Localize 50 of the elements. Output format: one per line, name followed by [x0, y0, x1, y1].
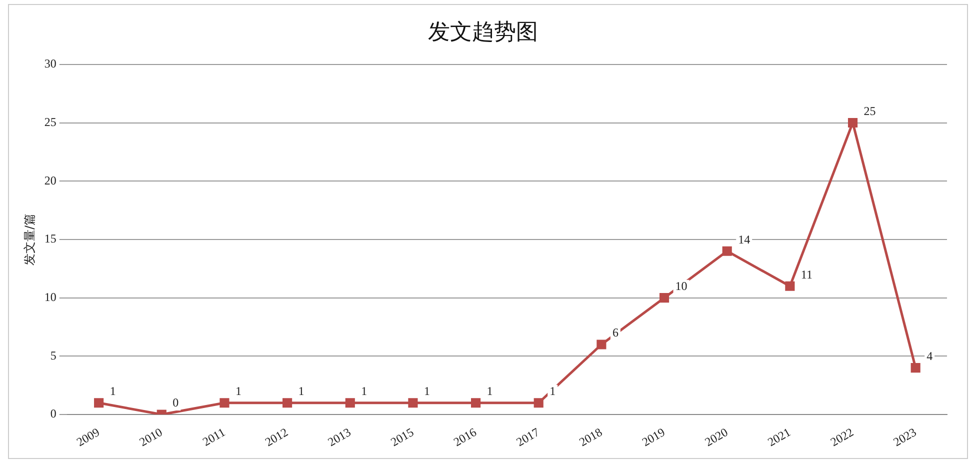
data-label: 25 — [864, 104, 876, 118]
data-label: 0 — [172, 396, 179, 410]
point — [345, 398, 355, 408]
data-label: 1 — [486, 384, 493, 398]
x-tick-label: 2009 — [74, 424, 102, 450]
data-label: 6 — [612, 326, 618, 340]
x-tick-label: 2019 — [640, 424, 668, 450]
x-tick-label: 2023 — [890, 424, 919, 450]
y-axis-title: 发文量/篇 — [22, 213, 36, 266]
x-tick-label: 2021 — [765, 424, 794, 450]
point — [910, 363, 920, 373]
y-tick-label: 0 — [50, 406, 56, 421]
data-label: 11 — [800, 267, 812, 282]
data-label: 1 — [110, 384, 116, 398]
x-tick-label: 2016 — [451, 424, 479, 450]
point — [659, 293, 670, 303]
point — [785, 281, 795, 291]
y-tick-label: 10 — [44, 290, 56, 304]
data-label: 1 — [235, 384, 242, 398]
point — [408, 398, 418, 408]
x-tick-label: 2018 — [576, 424, 605, 450]
point — [471, 398, 481, 408]
data-label: 10 — [675, 278, 688, 293]
x-tick-label: 2022 — [828, 424, 856, 450]
point — [220, 398, 230, 408]
x-tick-label: 2015 — [388, 424, 416, 450]
x-tick-label: 2020 — [702, 424, 730, 450]
y-tick-label: 30 — [44, 56, 56, 71]
x-tick-label: 2017 — [514, 424, 542, 450]
data-label: 1 — [361, 384, 368, 398]
y-tick-label: 20 — [44, 173, 56, 188]
point — [722, 246, 732, 256]
chart-title: 发文趋势图 — [428, 20, 538, 45]
x-tick-label: 2012 — [262, 424, 290, 450]
y-tick-label: 25 — [44, 114, 56, 129]
y-tick-label: 5 — [50, 348, 56, 362]
data-label: 4 — [926, 349, 933, 363]
x-tick-label: 2013 — [325, 424, 354, 450]
data-label: 1 — [550, 384, 556, 398]
x-tick-label: 2010 — [136, 424, 165, 450]
y-tick-label: 15 — [44, 232, 56, 246]
data-label: 1 — [424, 384, 430, 398]
data-label: 14 — [738, 232, 750, 246]
point — [282, 398, 292, 408]
x-tick-label: 2011 — [200, 424, 228, 449]
point — [534, 398, 544, 408]
point — [848, 118, 858, 128]
point — [94, 398, 104, 408]
point — [596, 340, 606, 350]
data-label: 1 — [298, 384, 304, 398]
